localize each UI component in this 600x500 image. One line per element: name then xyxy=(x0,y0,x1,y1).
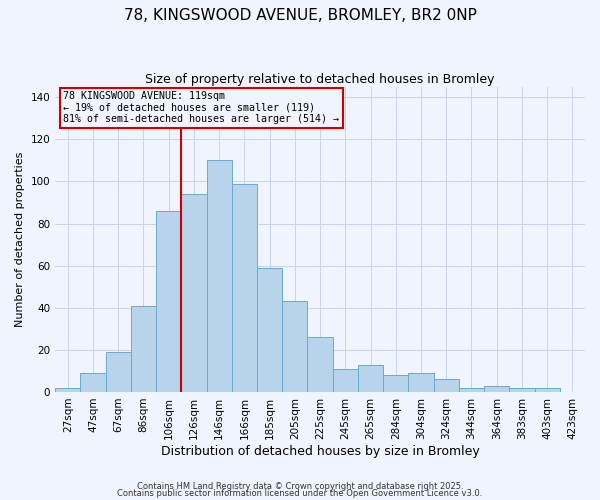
Bar xyxy=(181,194,206,392)
Bar xyxy=(55,388,80,392)
Bar xyxy=(459,388,484,392)
Bar xyxy=(383,375,409,392)
Bar xyxy=(80,373,106,392)
Text: Contains public sector information licensed under the Open Government Licence v3: Contains public sector information licen… xyxy=(118,490,482,498)
Bar xyxy=(332,369,358,392)
Text: 78, KINGSWOOD AVENUE, BROMLEY, BR2 0NP: 78, KINGSWOOD AVENUE, BROMLEY, BR2 0NP xyxy=(124,8,476,22)
Bar xyxy=(131,306,156,392)
Bar xyxy=(535,388,560,392)
Bar xyxy=(509,388,535,392)
Title: Size of property relative to detached houses in Bromley: Size of property relative to detached ho… xyxy=(145,72,495,86)
Y-axis label: Number of detached properties: Number of detached properties xyxy=(15,152,25,327)
Bar xyxy=(358,364,383,392)
Bar xyxy=(434,380,459,392)
Bar xyxy=(156,211,181,392)
Bar xyxy=(307,337,332,392)
Bar xyxy=(206,160,232,392)
Bar xyxy=(232,184,257,392)
Bar xyxy=(106,352,131,392)
Text: 78 KINGSWOOD AVENUE: 119sqm
← 19% of detached houses are smaller (119)
81% of se: 78 KINGSWOOD AVENUE: 119sqm ← 19% of det… xyxy=(63,91,339,124)
X-axis label: Distribution of detached houses by size in Bromley: Distribution of detached houses by size … xyxy=(161,444,479,458)
Bar xyxy=(409,373,434,392)
Bar xyxy=(282,302,307,392)
Text: Contains HM Land Registry data © Crown copyright and database right 2025.: Contains HM Land Registry data © Crown c… xyxy=(137,482,463,491)
Bar xyxy=(257,268,282,392)
Bar xyxy=(484,386,509,392)
